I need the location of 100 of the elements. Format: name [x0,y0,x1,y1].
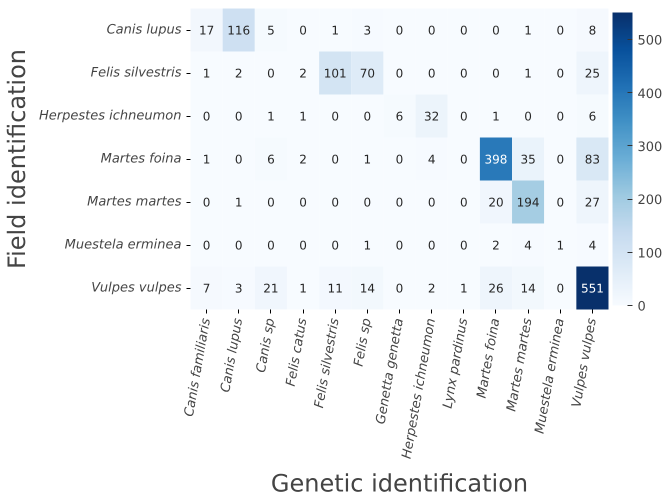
data-label: 2 [428,282,436,296]
color-bar-label: 100 [638,246,662,262]
x-tick-label: Lynx pardinus [440,316,472,410]
data-label: 1 [299,110,307,124]
data-label: 1 [556,238,564,252]
data-label: 0 [364,196,372,210]
data-label: 0 [428,66,436,80]
data-label: 6 [396,110,404,124]
data-label: 2 [234,66,243,80]
data-label: 0 [428,24,436,38]
data-label: 0 [396,66,404,80]
data-label: 7 [202,282,210,296]
data-label: 0 [460,110,468,124]
data-label: 1 [234,196,243,210]
data-label: 1 [299,282,307,296]
data-label: 0 [267,66,275,80]
data-label: 0 [202,110,210,124]
data-label: 1 [331,24,340,38]
data-label: 0 [299,196,307,210]
data-label: 0 [428,196,436,210]
data-label: 6 [267,152,275,166]
data-label: 14 [520,282,536,296]
data-label: 26 [488,282,504,296]
y-tick-label: Canis lupus [106,22,182,38]
data-label: 0 [396,152,404,166]
data-label: 0 [460,196,468,210]
data-label: 0 [331,196,340,210]
data-label: 35 [520,152,536,166]
data-label: 0 [460,238,468,252]
data-label: 0 [267,238,275,252]
data-label: 0 [492,24,500,38]
x-tick-label: Martes foina [474,317,504,400]
data-label: 0 [396,282,404,296]
data-label: 0 [556,24,564,38]
data-label: 21 [263,282,279,296]
data-label: 27 [584,196,600,210]
color-bar-label: 300 [638,140,662,155]
data-label: 2 [299,152,307,166]
data-label: 5 [267,24,275,38]
x-tick-label: Canis lupus [218,316,246,394]
data-label: 194 [516,196,540,210]
x-tick-label: Vulpes vulpes [569,316,600,409]
data-label: 0 [492,66,500,80]
data-label: 1 [202,152,210,166]
data-label: 14 [360,282,375,296]
data-label: 4 [588,238,596,252]
data-label: 0 [234,110,243,124]
data-label: 0 [364,110,372,124]
data-label: 0 [299,24,307,38]
data-label: 0 [396,238,404,252]
color-bar-label: 200 [638,193,662,208]
data-label: 0 [299,238,307,252]
data-label: 17 [198,24,214,38]
data-label: 1 [524,24,532,38]
color-bar-label: 500 [638,34,662,49]
y-tick-label: Felis silvestris [90,66,182,80]
y-tick-label: Muestela erminea [64,238,182,252]
x-tick-label: Felis silvestris [312,316,343,410]
data-label: 0 [556,110,564,124]
data-label: 1 [202,66,210,80]
data-label: 551 [580,282,604,296]
data-label: 1 [364,238,372,252]
data-label: 0 [331,152,340,166]
data-label: 4 [428,152,436,166]
x-tick-label: Felis catus [284,316,310,388]
x-axis-title: Genetic identification [270,469,528,498]
x-tick-label: Felis sp [352,317,375,368]
data-label: 1 [524,66,532,80]
data-label: 1 [460,282,468,296]
y-tick-label: Herpestes ichneumon [39,108,182,124]
data-label: 0 [331,110,340,124]
data-label: 0 [556,196,564,210]
data-label: 0 [234,152,243,166]
data-label: 0 [428,238,436,252]
data-label: 8 [588,24,596,38]
data-label: 0 [234,238,243,252]
data-label: 3 [364,24,372,38]
data-label: 1 [364,152,372,166]
data-label: 101 [324,66,347,80]
data-label: 2 [299,66,307,80]
data-label: 0 [460,66,468,80]
x-tick-label: Canis familiaris [182,316,214,418]
color-bar-label: 0 [638,300,646,314]
data-label: 116 [227,24,250,38]
data-label: 0 [267,196,275,210]
data-label: 20 [488,196,504,210]
data-label: 0 [202,196,210,210]
data-label: 0 [556,282,564,296]
data-label: 70 [360,66,375,80]
data-label: 2 [492,238,500,252]
color-bar-label: 400 [638,86,662,102]
data-label: 83 [584,152,600,166]
y-tick-label: Vulpes vulpes [91,280,182,296]
data-label: 6 [588,110,596,124]
y-tick-label: Martes martes [87,194,182,210]
x-tick-label: Genetta genetta [373,317,407,426]
data-label: 0 [460,24,468,38]
data-label: 0 [396,196,404,210]
data-label: 0 [524,110,532,124]
data-label: 0 [331,238,340,252]
